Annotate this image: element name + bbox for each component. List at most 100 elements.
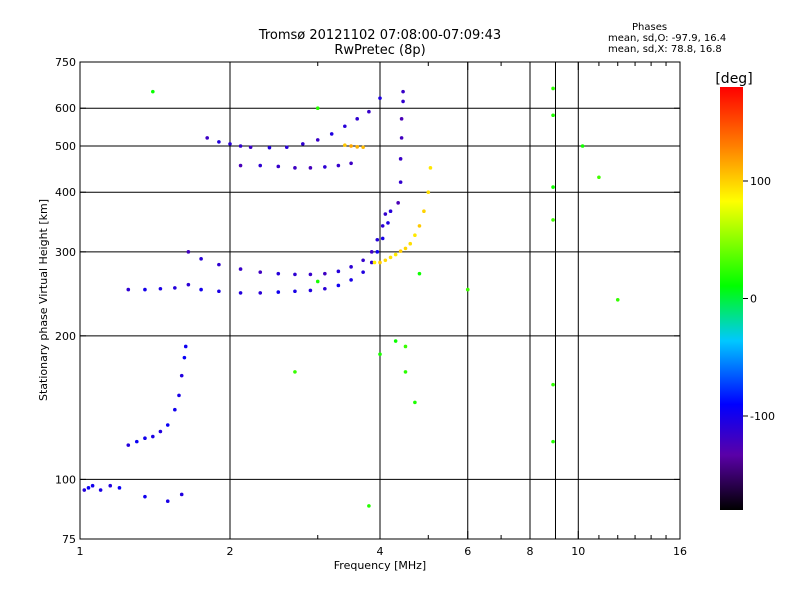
data-point <box>217 262 221 267</box>
data-point <box>388 209 393 213</box>
data-point <box>378 96 382 100</box>
series-o-mode-multiple-hop-echoes <box>205 96 382 150</box>
data-point <box>205 136 209 140</box>
phase-stats: Phases mean, sd,O: -97.9, 16.4 mean, sd,… <box>608 22 726 55</box>
data-point <box>323 165 327 169</box>
x-tick-label: 10 <box>571 545 585 558</box>
y-tick-label: 600 <box>55 102 76 115</box>
series-x-mode-f-layer-trace <box>372 166 433 265</box>
data-point <box>158 429 163 434</box>
data-point <box>380 236 385 241</box>
data-point <box>151 89 155 94</box>
data-point <box>372 260 377 265</box>
data-point <box>597 175 601 180</box>
data-point <box>369 260 374 265</box>
data-point <box>383 212 388 216</box>
data-point <box>580 144 585 148</box>
phase-x-stats: mean, sd,X: 78.8, 16.8 <box>608 44 722 55</box>
data-point <box>551 218 555 222</box>
data-point <box>361 270 365 274</box>
data-point <box>308 288 313 293</box>
x-axis-label: Frequency [MHz] <box>334 559 426 572</box>
data-point <box>413 400 417 405</box>
data-point <box>183 344 188 349</box>
data-point <box>308 272 313 277</box>
data-point <box>349 161 353 166</box>
data-point <box>355 145 359 149</box>
chart-subtitle: RwPretec (8p) <box>334 43 426 58</box>
data-point <box>186 282 191 287</box>
data-point <box>315 279 320 284</box>
data-point <box>199 287 203 292</box>
data-point <box>238 144 243 148</box>
data-point <box>258 270 263 274</box>
series-o-mode-low-frequency-echoes <box>82 483 184 504</box>
data-point <box>349 278 353 282</box>
data-point <box>375 250 380 254</box>
grid-layer <box>80 62 680 539</box>
data-point <box>276 164 281 169</box>
data-point <box>165 499 170 504</box>
x-tick-label: 2 <box>227 545 234 558</box>
data-point <box>378 260 382 265</box>
data-point <box>380 224 385 228</box>
data-point <box>417 271 422 276</box>
phase-heading: Phases <box>632 22 668 33</box>
data-point <box>117 486 122 490</box>
data-points-layer <box>82 86 620 508</box>
data-point <box>403 246 408 251</box>
data-point <box>417 224 422 228</box>
data-point <box>177 393 181 398</box>
y-tick-label: 500 <box>55 140 76 153</box>
colorbar-ticks: 100 0 -100 <box>743 175 775 423</box>
x-tick-label: 8 <box>527 545 534 558</box>
chart-title: Tromsø 20121102 07:08:00-07:09:43 <box>258 28 502 43</box>
data-point <box>179 492 184 497</box>
data-point <box>90 483 95 488</box>
data-point <box>336 163 341 168</box>
data-point <box>258 291 263 295</box>
data-point <box>276 271 281 276</box>
data-point <box>401 99 405 104</box>
data-point <box>398 157 403 161</box>
data-point <box>158 286 163 291</box>
chart-title-block: Tromsø 20121102 07:08:00-07:09:43 RwPret… <box>230 28 530 58</box>
data-point <box>422 209 426 213</box>
data-point <box>173 407 177 412</box>
data-point <box>258 163 263 168</box>
colorbar-tick-label: 100 <box>750 175 771 188</box>
y-tick-label: 75 <box>62 533 76 546</box>
data-point <box>336 269 341 274</box>
data-point <box>403 370 408 374</box>
data-point <box>428 166 433 170</box>
data-point <box>284 145 289 150</box>
y-tick-label: 750 <box>55 56 76 69</box>
data-point <box>551 439 555 444</box>
data-point <box>151 434 155 439</box>
data-point <box>551 86 555 91</box>
data-point <box>378 352 382 357</box>
data-point <box>398 249 403 253</box>
data-point <box>393 339 398 343</box>
data-point <box>393 252 398 257</box>
y-tick-label: 300 <box>55 246 76 259</box>
data-point <box>217 140 221 144</box>
data-point <box>276 290 281 294</box>
data-point <box>293 370 297 374</box>
data-point <box>367 504 371 508</box>
data-point <box>293 272 297 277</box>
data-point <box>217 289 221 294</box>
data-point <box>399 136 404 140</box>
series-x-mode-multiple-hop-echoes <box>343 143 365 150</box>
data-point <box>349 265 353 269</box>
data-point <box>323 271 327 276</box>
data-point <box>383 258 388 263</box>
data-point <box>238 291 243 295</box>
x-tick-label: 6 <box>464 545 471 558</box>
tick-layer: 1 2 4 6 8 10 16 75 100 200 300 400 500 600 750 <box>55 56 687 558</box>
data-point <box>143 494 147 499</box>
series-o-mode-e-es-echoes <box>126 344 188 447</box>
data-point <box>375 237 380 242</box>
data-point <box>398 180 403 184</box>
data-point <box>238 267 243 271</box>
